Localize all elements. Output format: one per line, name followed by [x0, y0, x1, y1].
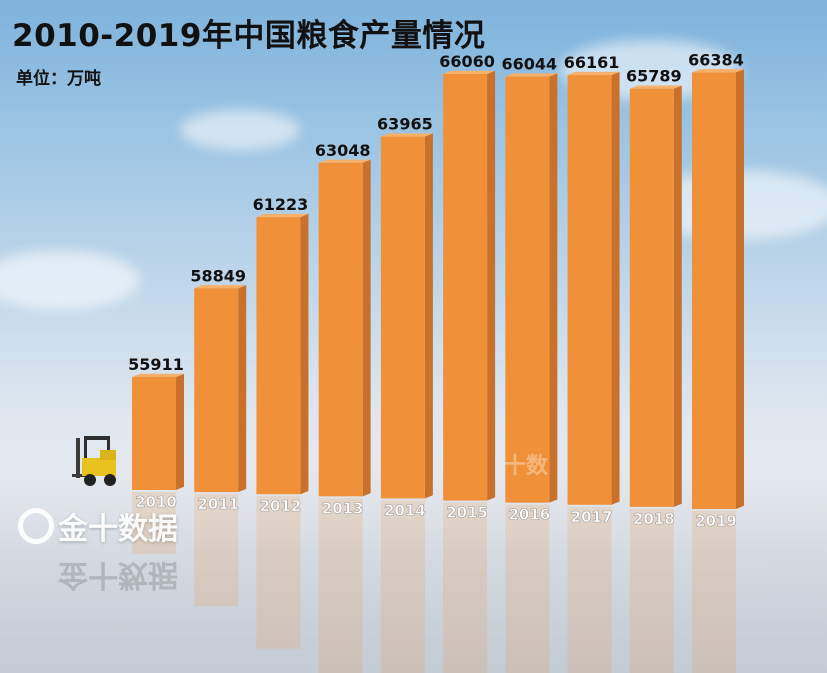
- bar-group: 66384 2019: [688, 50, 744, 673]
- bar-top: [194, 285, 247, 289]
- cloud-decoration: [0, 250, 140, 310]
- bar-reflection: [629, 508, 674, 673]
- bar-side: [176, 373, 184, 490]
- bar-group: 58849 2011: [190, 266, 247, 607]
- cloud-decoration: [180, 110, 300, 150]
- bar-group: 61223 2012: [253, 195, 309, 649]
- x-tick-label: 2015: [446, 504, 488, 522]
- bar-side: [487, 70, 496, 501]
- bar-side: [549, 73, 558, 503]
- bar: [443, 73, 488, 501]
- data-label: 66384: [688, 50, 744, 69]
- bar-top: [256, 213, 309, 218]
- forklift-icon: [72, 436, 116, 486]
- bar: [629, 88, 674, 507]
- x-tick-label: 2018: [633, 510, 675, 528]
- logo-icon: [18, 508, 54, 544]
- bar-group: 66161 2017: [564, 53, 620, 673]
- bar-side: [238, 285, 247, 493]
- bar: [318, 162, 363, 497]
- bar: [505, 76, 550, 503]
- x-tick-label: 2013: [322, 499, 364, 517]
- data-label: 58849: [190, 266, 246, 285]
- bar-side: [424, 133, 433, 499]
- bar-top: [692, 69, 744, 73]
- data-label: 55911: [128, 355, 184, 374]
- bar-reflection: [567, 506, 612, 673]
- x-tick-label: 2010: [135, 493, 177, 511]
- bar-group: 65789 2018: [626, 67, 682, 673]
- bar: [256, 217, 301, 495]
- bar: [692, 72, 736, 509]
- bar-reflection: [132, 492, 176, 555]
- data-label: 66060: [439, 52, 495, 71]
- bar-reflection: [194, 494, 239, 607]
- bar-top: [629, 85, 682, 89]
- bar: [132, 377, 176, 490]
- bar-reflection: [692, 511, 736, 673]
- chart-title: 2010-2019年中国粮食产量情况: [12, 18, 486, 54]
- bar-reflection: [443, 502, 488, 673]
- logo-reflection: 金十数据: [58, 557, 178, 592]
- x-tick-label: 2017: [571, 508, 613, 526]
- bar-side: [736, 69, 744, 510]
- bar-group: 66044 2016: [501, 55, 558, 673]
- logo-text: 金十数据: [58, 512, 178, 547]
- x-tick-label: 2011: [197, 495, 239, 513]
- bar-group: 66060 2015: [439, 52, 496, 673]
- bar-group: 55911 2010: [128, 355, 184, 555]
- bar-side: [300, 213, 309, 495]
- bar-top: [505, 73, 558, 77]
- bar-side: [611, 71, 620, 505]
- data-label: 63048: [315, 141, 371, 160]
- x-tick-label: 2014: [384, 501, 426, 519]
- data-label: 66161: [564, 53, 620, 72]
- bar-top: [380, 133, 433, 137]
- bar: [567, 75, 612, 505]
- bar-reflection: [505, 504, 550, 673]
- bar-side: [673, 85, 682, 507]
- data-label: 63965: [377, 115, 433, 134]
- bar-top: [567, 71, 620, 76]
- data-label: 65789: [626, 67, 682, 86]
- data-label: 61223: [253, 195, 309, 214]
- x-tick-label: 2012: [260, 497, 302, 515]
- watermark: 十数: [504, 454, 549, 479]
- data-label: 66044: [501, 55, 557, 74]
- bar-side: [362, 159, 371, 497]
- unit-label: 单位：万吨: [16, 69, 101, 89]
- bar: [380, 136, 425, 499]
- bar-group: 63048 2013: [315, 141, 371, 673]
- bar-top: [132, 373, 184, 377]
- bar-group: 63965 2014: [377, 115, 433, 673]
- bar-reflection: [380, 500, 425, 673]
- reflective-floor: [0, 470, 827, 673]
- x-tick-label: 2019: [695, 512, 737, 530]
- x-tick-label: 2016: [508, 506, 550, 524]
- bar-reflection: [318, 498, 363, 673]
- bar-reflection: [256, 496, 301, 649]
- bar-top: [318, 159, 371, 163]
- bar: [194, 288, 239, 493]
- bar-top: [443, 70, 496, 74]
